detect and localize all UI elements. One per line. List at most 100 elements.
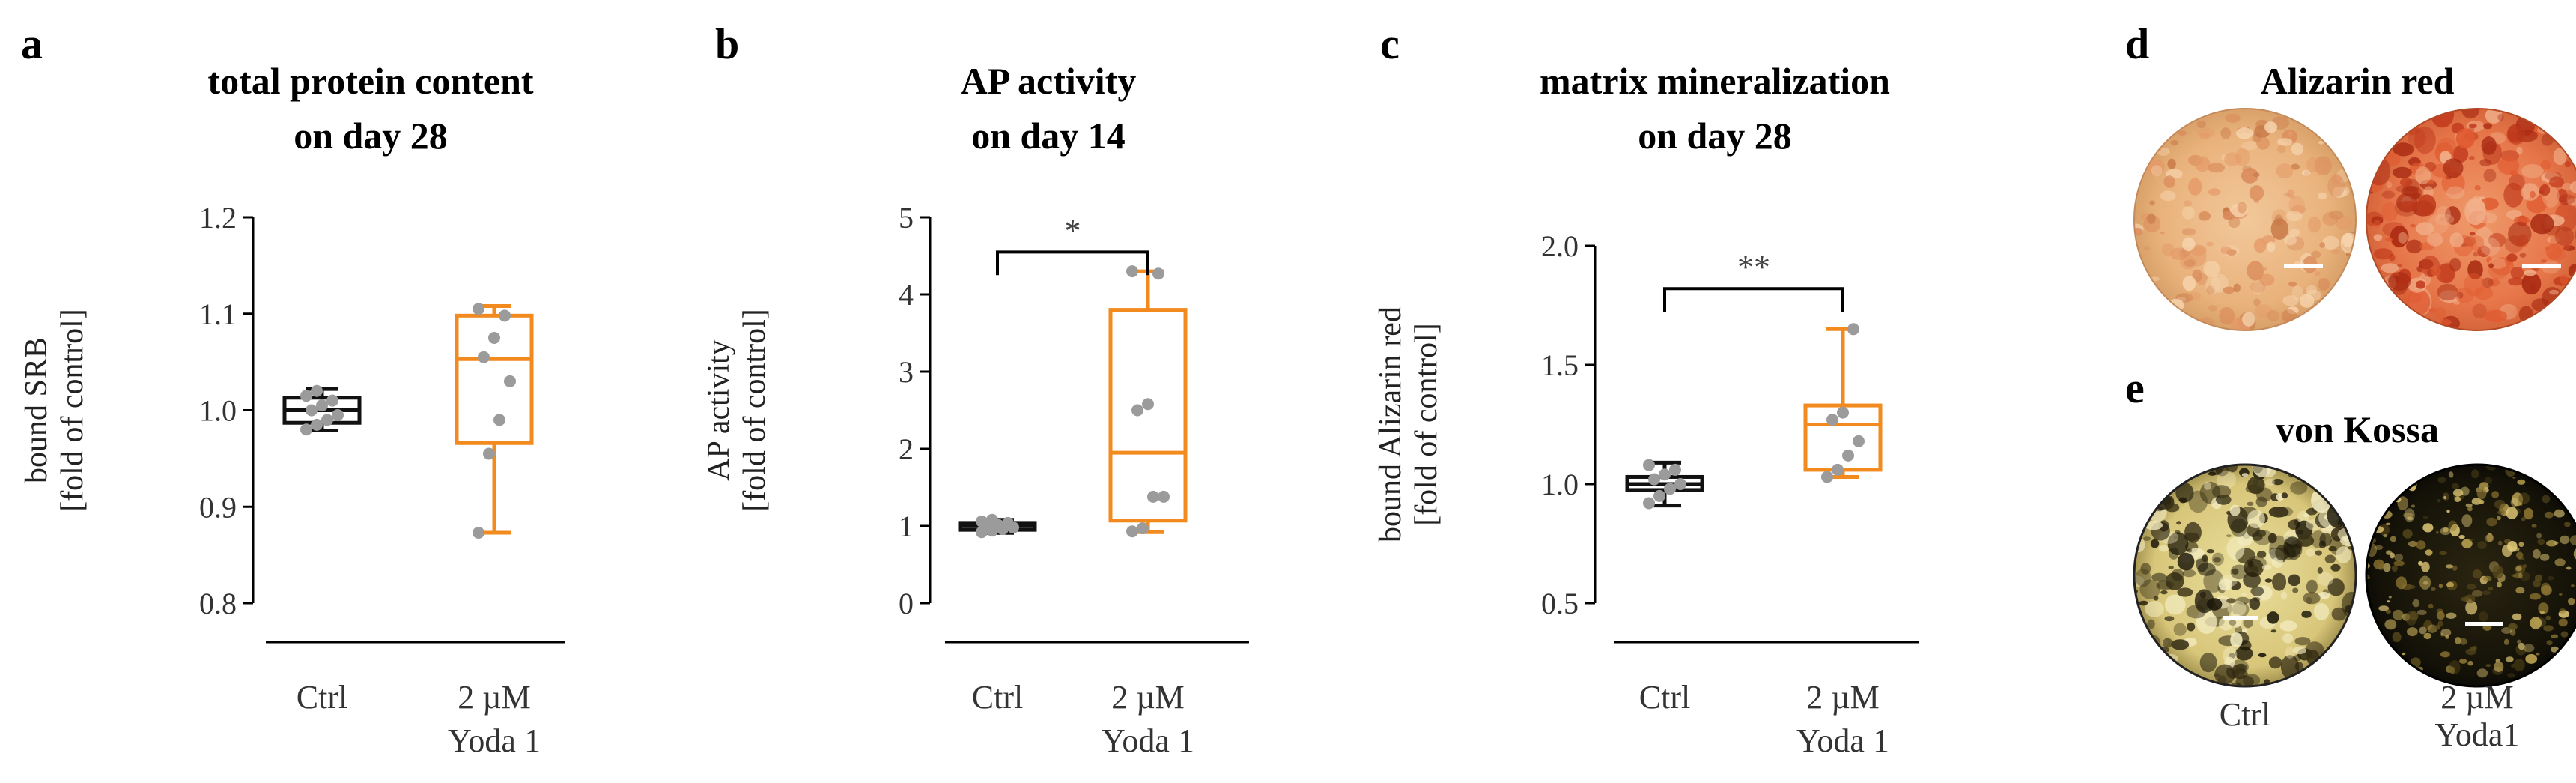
data-point bbox=[1643, 459, 1655, 471]
chart-title-line: on day 14 bbox=[971, 115, 1126, 157]
vonkossa-yoda-well-image bbox=[2365, 463, 2576, 688]
data-point bbox=[493, 414, 505, 426]
data-point bbox=[1837, 406, 1849, 419]
data-point bbox=[1142, 398, 1154, 411]
category-label: 2 µM bbox=[1806, 679, 1879, 716]
data-point bbox=[1158, 490, 1170, 503]
category-label: Yoda 1 bbox=[1796, 722, 1889, 759]
data-point bbox=[986, 513, 998, 526]
data-point bbox=[1832, 463, 1844, 476]
data-point bbox=[1137, 522, 1149, 535]
data-point bbox=[311, 418, 323, 431]
y-axis-label-line: [fold of control] bbox=[55, 309, 90, 512]
box-ctrl bbox=[282, 384, 362, 436]
scale-bar bbox=[2284, 264, 2323, 268]
category-label: 2 µM bbox=[1111, 679, 1184, 716]
data-point bbox=[473, 527, 484, 539]
data-point bbox=[1643, 497, 1655, 510]
significance-label: * bbox=[1065, 212, 1081, 249]
panel-letter-c: c bbox=[1380, 19, 1400, 68]
data-point bbox=[1002, 516, 1014, 529]
data-point bbox=[300, 390, 312, 402]
vonkossa-yoda-label-line1: 2 µM bbox=[2440, 679, 2513, 716]
y-tick-label: 1 bbox=[899, 510, 914, 543]
panel-d-title: Alizarin red bbox=[2261, 60, 2455, 102]
data-point bbox=[1669, 463, 1681, 476]
data-point bbox=[483, 447, 495, 460]
y-tick-label: 1.0 bbox=[199, 394, 237, 428]
y-tick-label: 1.1 bbox=[199, 297, 237, 331]
data-point bbox=[478, 351, 490, 363]
data-point bbox=[311, 384, 323, 397]
data-point bbox=[1659, 468, 1671, 481]
category-label: 2 µM bbox=[458, 679, 530, 716]
box-ctrl bbox=[1625, 459, 1704, 510]
box-yoda bbox=[1803, 323, 1883, 483]
data-point bbox=[316, 399, 328, 412]
y-axis-label-line: bound SRB bbox=[19, 337, 54, 483]
category-label: Yoda 1 bbox=[448, 722, 541, 759]
significance-bracket: ** bbox=[1663, 249, 1844, 313]
y-axis-label-line: AP activity bbox=[702, 339, 736, 481]
data-point bbox=[1126, 265, 1138, 278]
box-iqr bbox=[1108, 308, 1188, 523]
vonkossa-ctrl-well-image bbox=[2133, 463, 2357, 688]
data-point bbox=[1826, 414, 1838, 426]
box-ctrl bbox=[958, 513, 1037, 539]
chart-title-line: on day 28 bbox=[294, 115, 448, 157]
data-point bbox=[332, 408, 344, 421]
scale-bar bbox=[2223, 616, 2258, 620]
category-label: Ctrl bbox=[297, 679, 347, 716]
data-point bbox=[1147, 490, 1159, 503]
data-point bbox=[300, 423, 312, 436]
chart-matrix-mineralization: c matrix mineralization on day 28 bound Ali… bbox=[1373, 19, 1919, 759]
data-point bbox=[1674, 478, 1686, 490]
panel-e-title: von Kossa bbox=[2276, 408, 2439, 450]
data-point bbox=[1853, 435, 1865, 447]
chart-title-line: matrix mineralization bbox=[1540, 60, 1890, 102]
y-tick-label: 5 bbox=[899, 201, 914, 235]
data-point bbox=[1653, 489, 1665, 502]
data-point bbox=[1152, 267, 1164, 280]
data-point bbox=[1648, 473, 1660, 486]
alizarin-ctrl-well-image bbox=[2133, 108, 2357, 331]
significance-label: ** bbox=[1737, 249, 1770, 285]
bracket-line bbox=[996, 250, 1149, 276]
chart-title-line: on day 28 bbox=[1638, 115, 1792, 157]
data-point bbox=[306, 404, 318, 417]
bracket-line bbox=[1663, 287, 1844, 313]
box-yoda bbox=[1108, 265, 1188, 538]
scale-bar bbox=[2522, 264, 2561, 268]
y-tick-label: 0 bbox=[899, 587, 914, 620]
alizarin-yoda-well-image bbox=[2366, 108, 2576, 331]
scale-bar bbox=[2465, 622, 2503, 626]
data-point bbox=[1847, 323, 1859, 336]
data-point bbox=[1842, 449, 1854, 462]
data-point bbox=[1126, 525, 1138, 538]
data-point bbox=[326, 394, 338, 407]
vonkossa-yoda-label-line2: Yoda1 bbox=[2435, 716, 2520, 753]
panel-letter-d: d bbox=[2125, 19, 2149, 68]
y-tick-label: 2 bbox=[899, 432, 914, 466]
y-tick-label: 1.2 bbox=[199, 201, 237, 235]
chart-title-line: total protein content bbox=[207, 60, 533, 102]
chart-title-line: AP activity bbox=[961, 60, 1137, 102]
y-tick-label: 3 bbox=[899, 355, 914, 389]
panel-letter-a: a bbox=[21, 19, 43, 68]
box-yoda bbox=[455, 303, 534, 539]
y-axis-label-line: [fold of control] bbox=[738, 309, 772, 512]
y-tick-label: 0.8 bbox=[199, 587, 237, 620]
chart-total-protein: a total protein content on day 28 bound SRB… bbox=[19, 19, 565, 759]
y-tick-label: 0.5 bbox=[1541, 587, 1579, 620]
category-label: Yoda 1 bbox=[1102, 722, 1194, 759]
data-point bbox=[488, 331, 500, 344]
y-tick-label: 1.0 bbox=[1541, 468, 1579, 501]
data-point bbox=[321, 414, 333, 426]
data-point bbox=[1821, 471, 1833, 483]
category-label: Ctrl bbox=[972, 679, 1023, 716]
y-tick-label: 2.0 bbox=[1541, 229, 1579, 263]
panel-letter-e: e bbox=[2125, 363, 2145, 412]
y-tick-label: 0.9 bbox=[199, 490, 237, 524]
